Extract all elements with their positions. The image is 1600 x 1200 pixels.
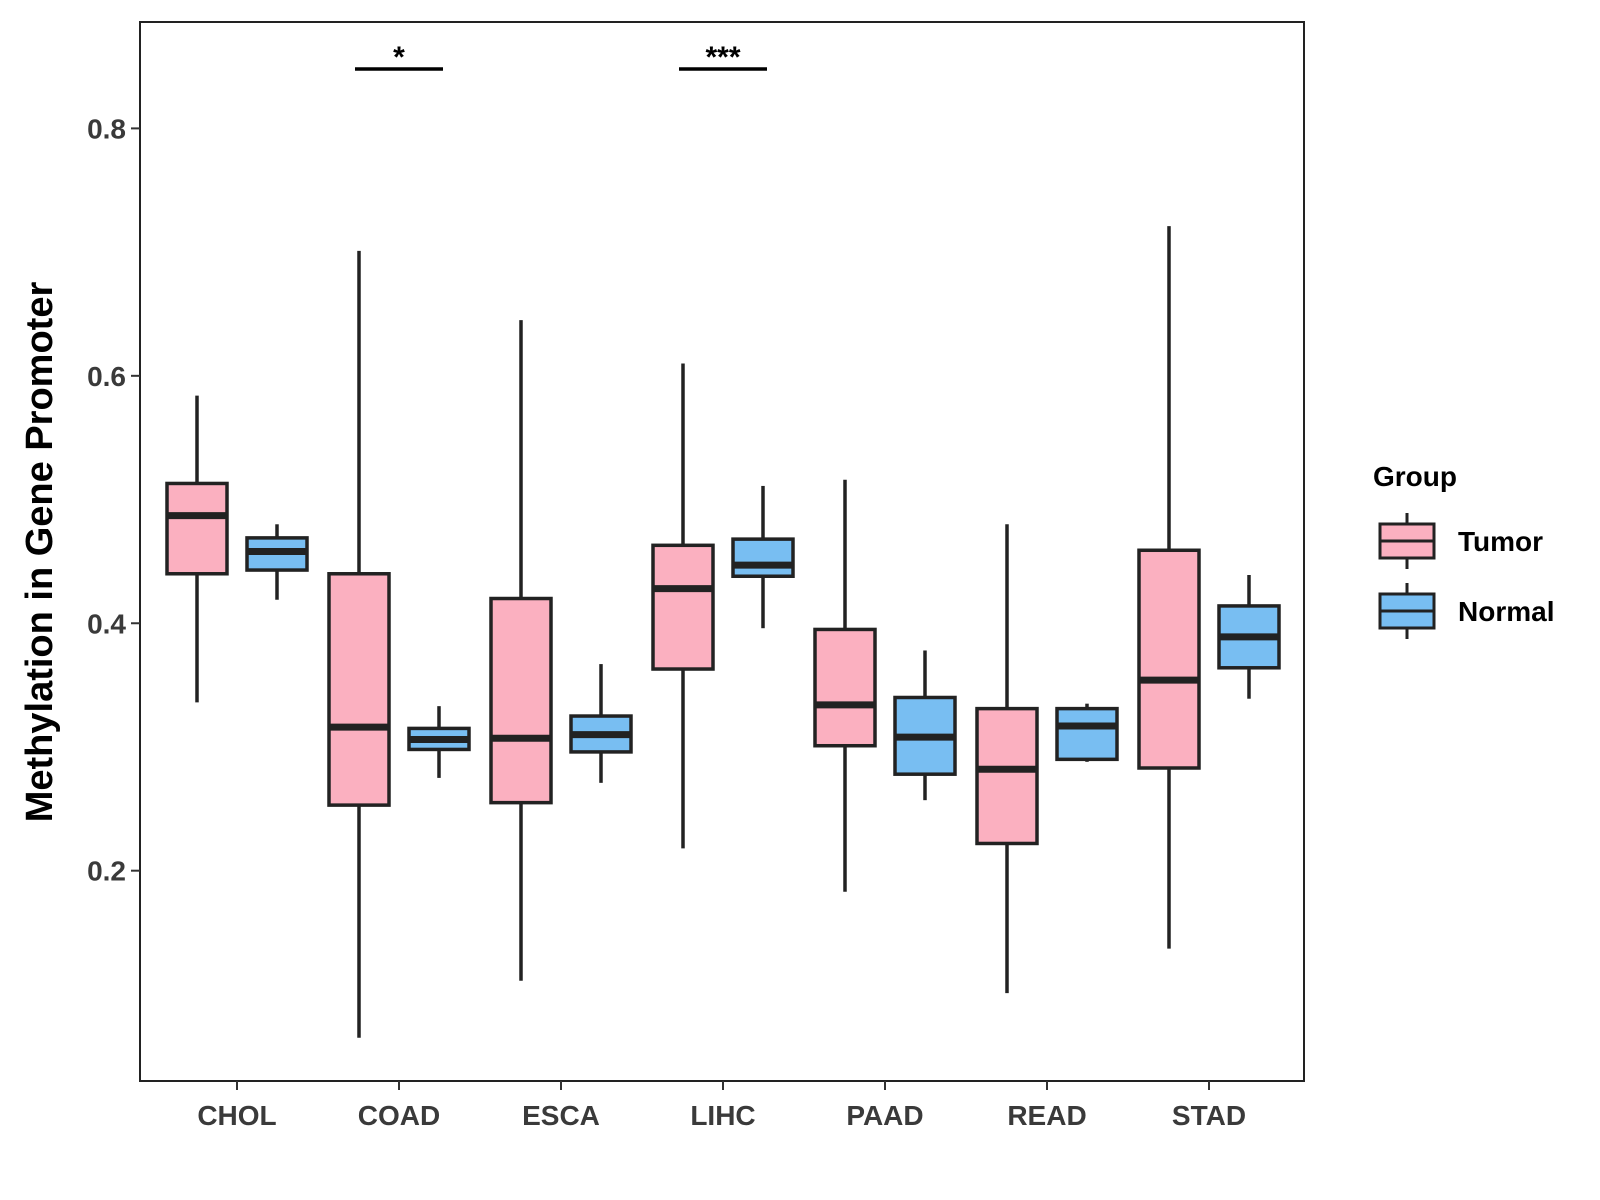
box-tumor-stad [1137, 226, 1201, 949]
legend-label-normal: Normal [1458, 596, 1554, 627]
y-axis-label: Methylation in Gene Promoter [19, 282, 61, 823]
box-tumor-chol [165, 395, 229, 703]
x-axis: CHOL COAD ESCA LIHC PAAD READ STAD [197, 1081, 1246, 1131]
box-normal-lihc [731, 485, 795, 629]
x-tick-label-paad: PAAD [846, 1100, 923, 1131]
y-tick-label: 0.2 [87, 856, 126, 887]
box-normal-chol [245, 524, 309, 600]
iqr-box [731, 537, 795, 578]
box-tumor-esca [489, 320, 553, 981]
plot-panel [139, 21, 1305, 1082]
box-tumor-coad [327, 250, 391, 1038]
y-tick-label: 0.4 [87, 608, 126, 639]
legend: Group Tumor Normal [1373, 461, 1554, 639]
box-normal-coad [407, 706, 471, 778]
iqr-box [975, 706, 1039, 846]
iqr-box [489, 596, 553, 805]
iqr-box [1055, 706, 1119, 762]
legend-key-normal: Normal [1378, 583, 1554, 639]
box-normal-stad [1217, 575, 1281, 699]
box-tumor-read [975, 524, 1039, 994]
box-normal-read [1055, 703, 1119, 762]
iqr-box [165, 481, 229, 576]
box-series [165, 226, 1281, 1038]
y-tick-label: 0.8 [87, 113, 126, 144]
legend-label-tumor: Tumor [1458, 526, 1543, 557]
box-normal-esca [569, 664, 633, 783]
legend-title: Group [1373, 461, 1457, 492]
iqr-box [651, 543, 715, 671]
x-tick-label-esca: ESCA [522, 1100, 600, 1131]
iqr-box [327, 572, 391, 807]
significance-annotations: * *** [355, 41, 767, 74]
iqr-box [813, 627, 877, 748]
legend-key-tumor: Tumor [1378, 513, 1543, 569]
significance-label-lihc: *** [705, 41, 740, 74]
y-axis: 0.2 0.4 0.6 0.8 [87, 113, 140, 887]
box-normal-paad [893, 650, 957, 801]
x-tick-label-lihc: LIHC [690, 1100, 755, 1131]
x-tick-label-coad: COAD [358, 1100, 440, 1131]
box-tumor-paad [813, 479, 877, 892]
x-tick-label-read: READ [1007, 1100, 1086, 1131]
iqr-box [1137, 548, 1201, 770]
x-tick-label-stad: STAD [1172, 1100, 1246, 1131]
x-tick-label-chol: CHOL [197, 1100, 276, 1131]
box-tumor-lihc [651, 363, 715, 849]
significance-label-coad: * [393, 41, 405, 74]
y-tick-label: 0.6 [87, 361, 126, 392]
